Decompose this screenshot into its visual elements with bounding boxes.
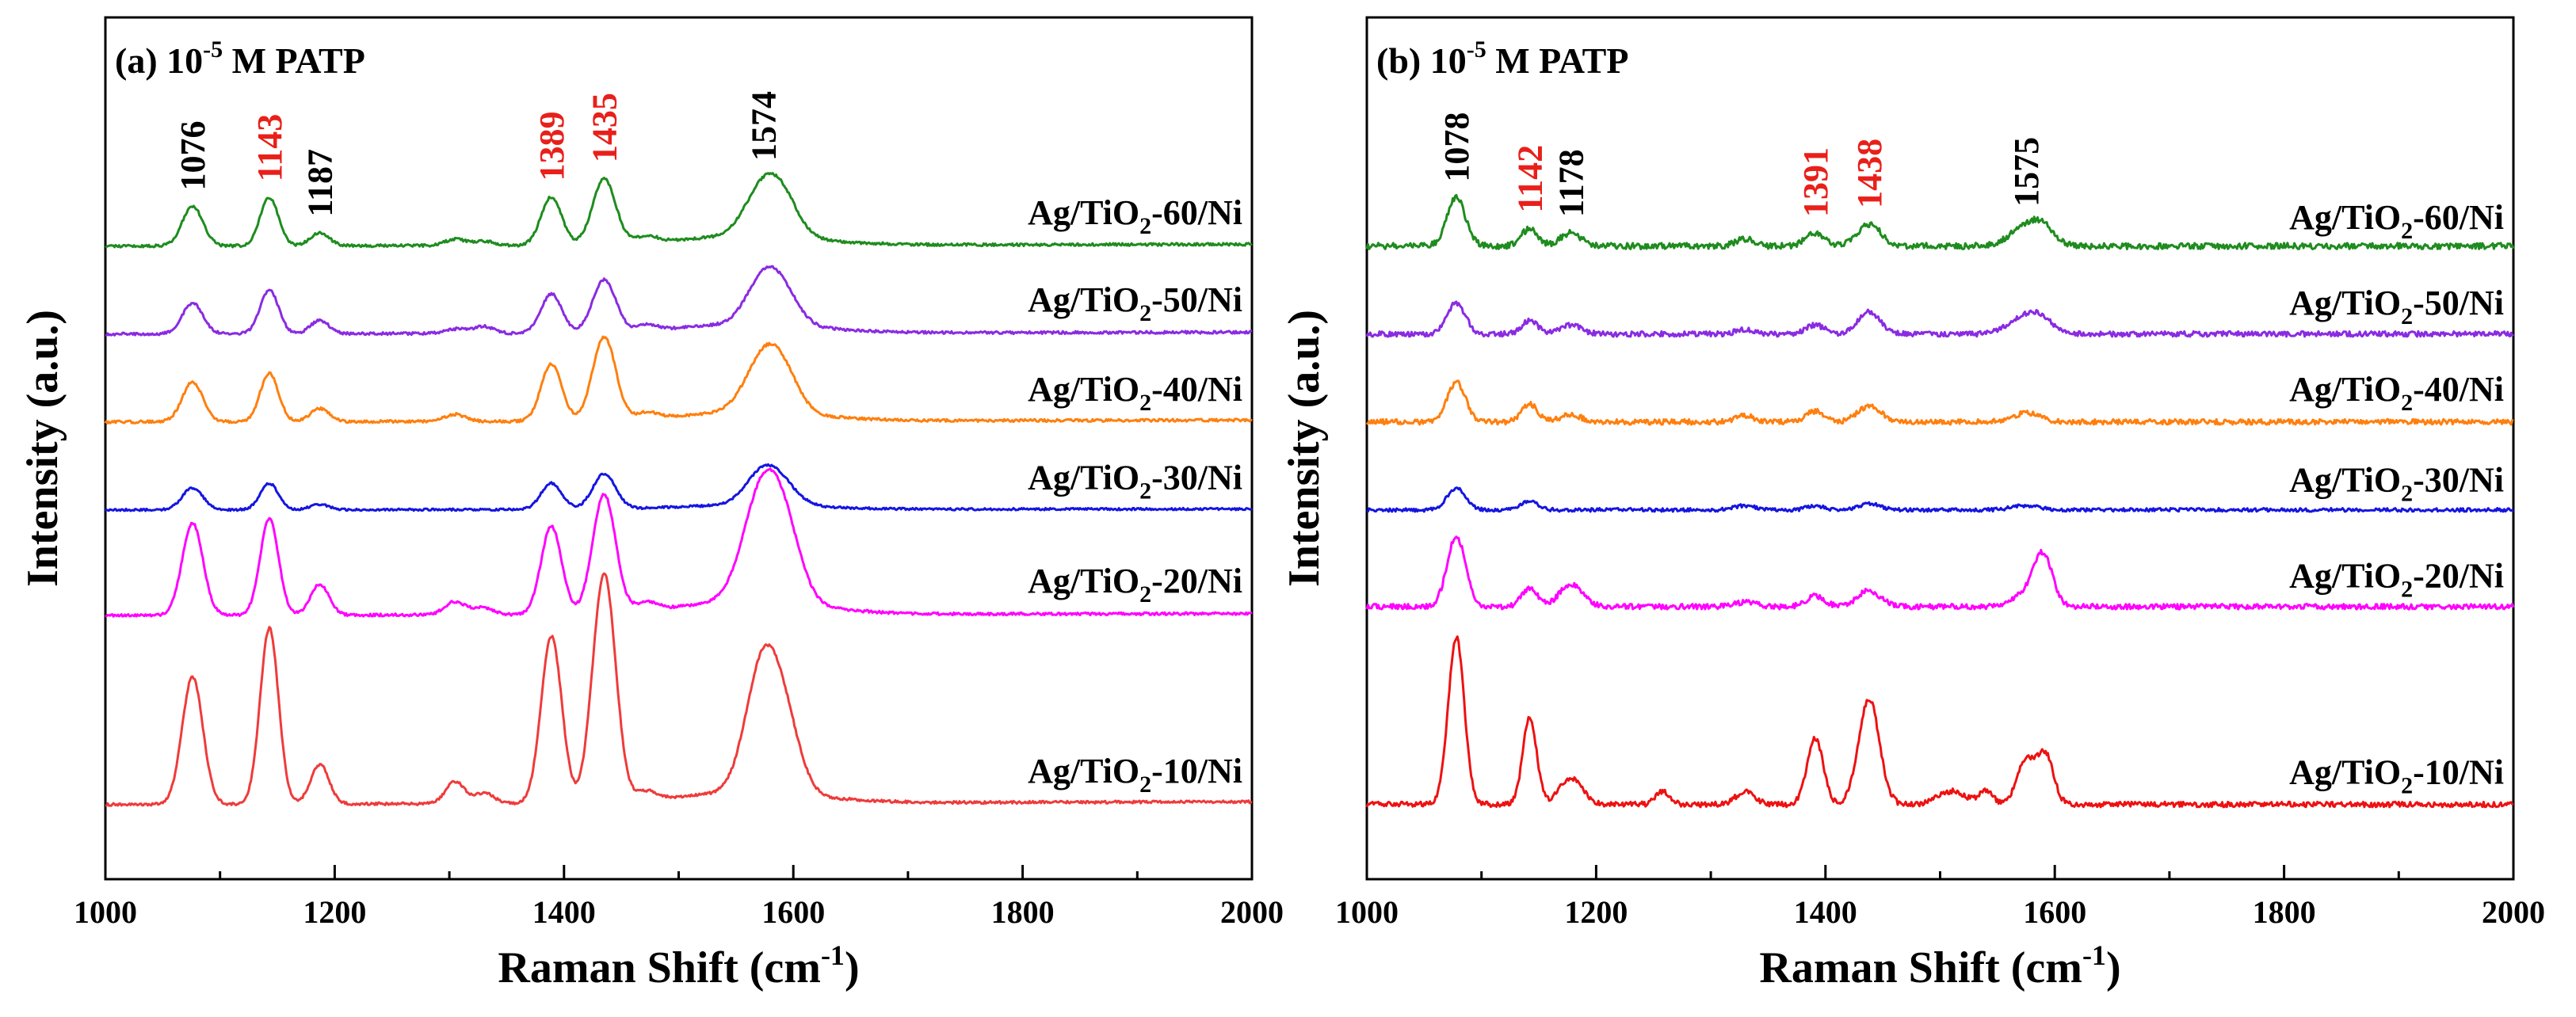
series-label: Ag/TiO2-10/Ni [1028,752,1242,798]
spectrum-line [105,572,1253,807]
panel-title: (b) 10-5 M PATP [1376,36,1628,81]
peak-label: 1574 [745,91,784,161]
spectrum-line [104,463,1253,512]
y-axis-label: Intensity (a.u.) [18,310,67,587]
series-label: Ag/TiO2-60/Ni [2289,198,2504,244]
peak-label: 1078 [1437,112,1476,182]
spectrum-line [1365,300,2515,338]
x-tick-label: 1200 [303,894,366,930]
peak-label: 1389 [532,112,571,181]
peak-label: 1575 [2007,137,2046,207]
spectrum-line [104,335,1253,425]
x-tick-label: 1600 [2023,894,2086,930]
series-label: Ag/TiO2-40/Ni [2289,370,2504,416]
peak-label: 1142 [1510,145,1549,213]
series-label: Ag/TiO2-50/Ni [2289,284,2504,329]
x-tick-label: 1400 [1794,894,1857,930]
x-axis-label: Raman Shift (cm-1) [498,939,859,992]
series-label: Ag/TiO2-20/Ni [2289,557,2504,603]
x-tick-label: 1800 [991,894,1055,930]
x-tick-label: 1800 [2253,894,2316,930]
spectrum-line [1366,486,2515,513]
panel-title: (a) 10-5 M PATP [115,36,365,81]
peak-label: 1076 [174,121,212,191]
x-axis-label: Raman Shift (cm-1) [1759,939,2120,992]
spectrum-line [105,172,1253,249]
series-label: Ag/TiO2-50/Ni [1028,280,1242,326]
spectrum-line [1365,379,2514,426]
series-label: Ag/TiO2-10/Ni [2289,752,2504,798]
y-axis-label: Intensity (a.u.) [1280,310,1329,587]
peak-label: 1178 [1552,149,1591,217]
x-tick-label: 1200 [1564,894,1628,930]
spectrum-line [105,467,1253,618]
peak-label: 1435 [585,93,624,162]
series-label: Ag/TiO2-60/Ni [1028,193,1242,239]
panel-a: 1000 1200 1400 1600 1800 2000 Raman Shift (cm-… [18,16,1284,992]
spectrum-line [105,265,1253,337]
spectrum-line [1365,635,2514,809]
x-tick-label: 1400 [532,894,596,930]
series-label: Ag/TiO2-30/Ni [2289,461,2504,507]
panel-b: 1000 1200 1400 1600 1800 2000 Raman Shift (cm-… [1280,16,2545,992]
x-tick-label: 2000 [1220,894,1284,930]
series-label: Ag/TiO2-30/Ni [1028,458,1242,504]
series-label: Ag/TiO2-20/Ni [1028,562,1242,608]
peak-label: 1391 [1796,147,1835,217]
series-label: Ag/TiO2-40/Ni [1028,370,1242,416]
x-tick-label: 1000 [74,894,137,930]
x-tick-label: 1000 [1335,894,1399,930]
x-tick-label: 1600 [761,894,825,930]
spectrum-line [1365,193,2515,250]
peak-label: 1438 [1850,139,1889,208]
x-tick-label: 2000 [2482,894,2545,930]
spectrum-line [1365,535,2515,611]
peak-label: 1187 [301,149,340,217]
peak-label: 1143 [250,114,289,182]
